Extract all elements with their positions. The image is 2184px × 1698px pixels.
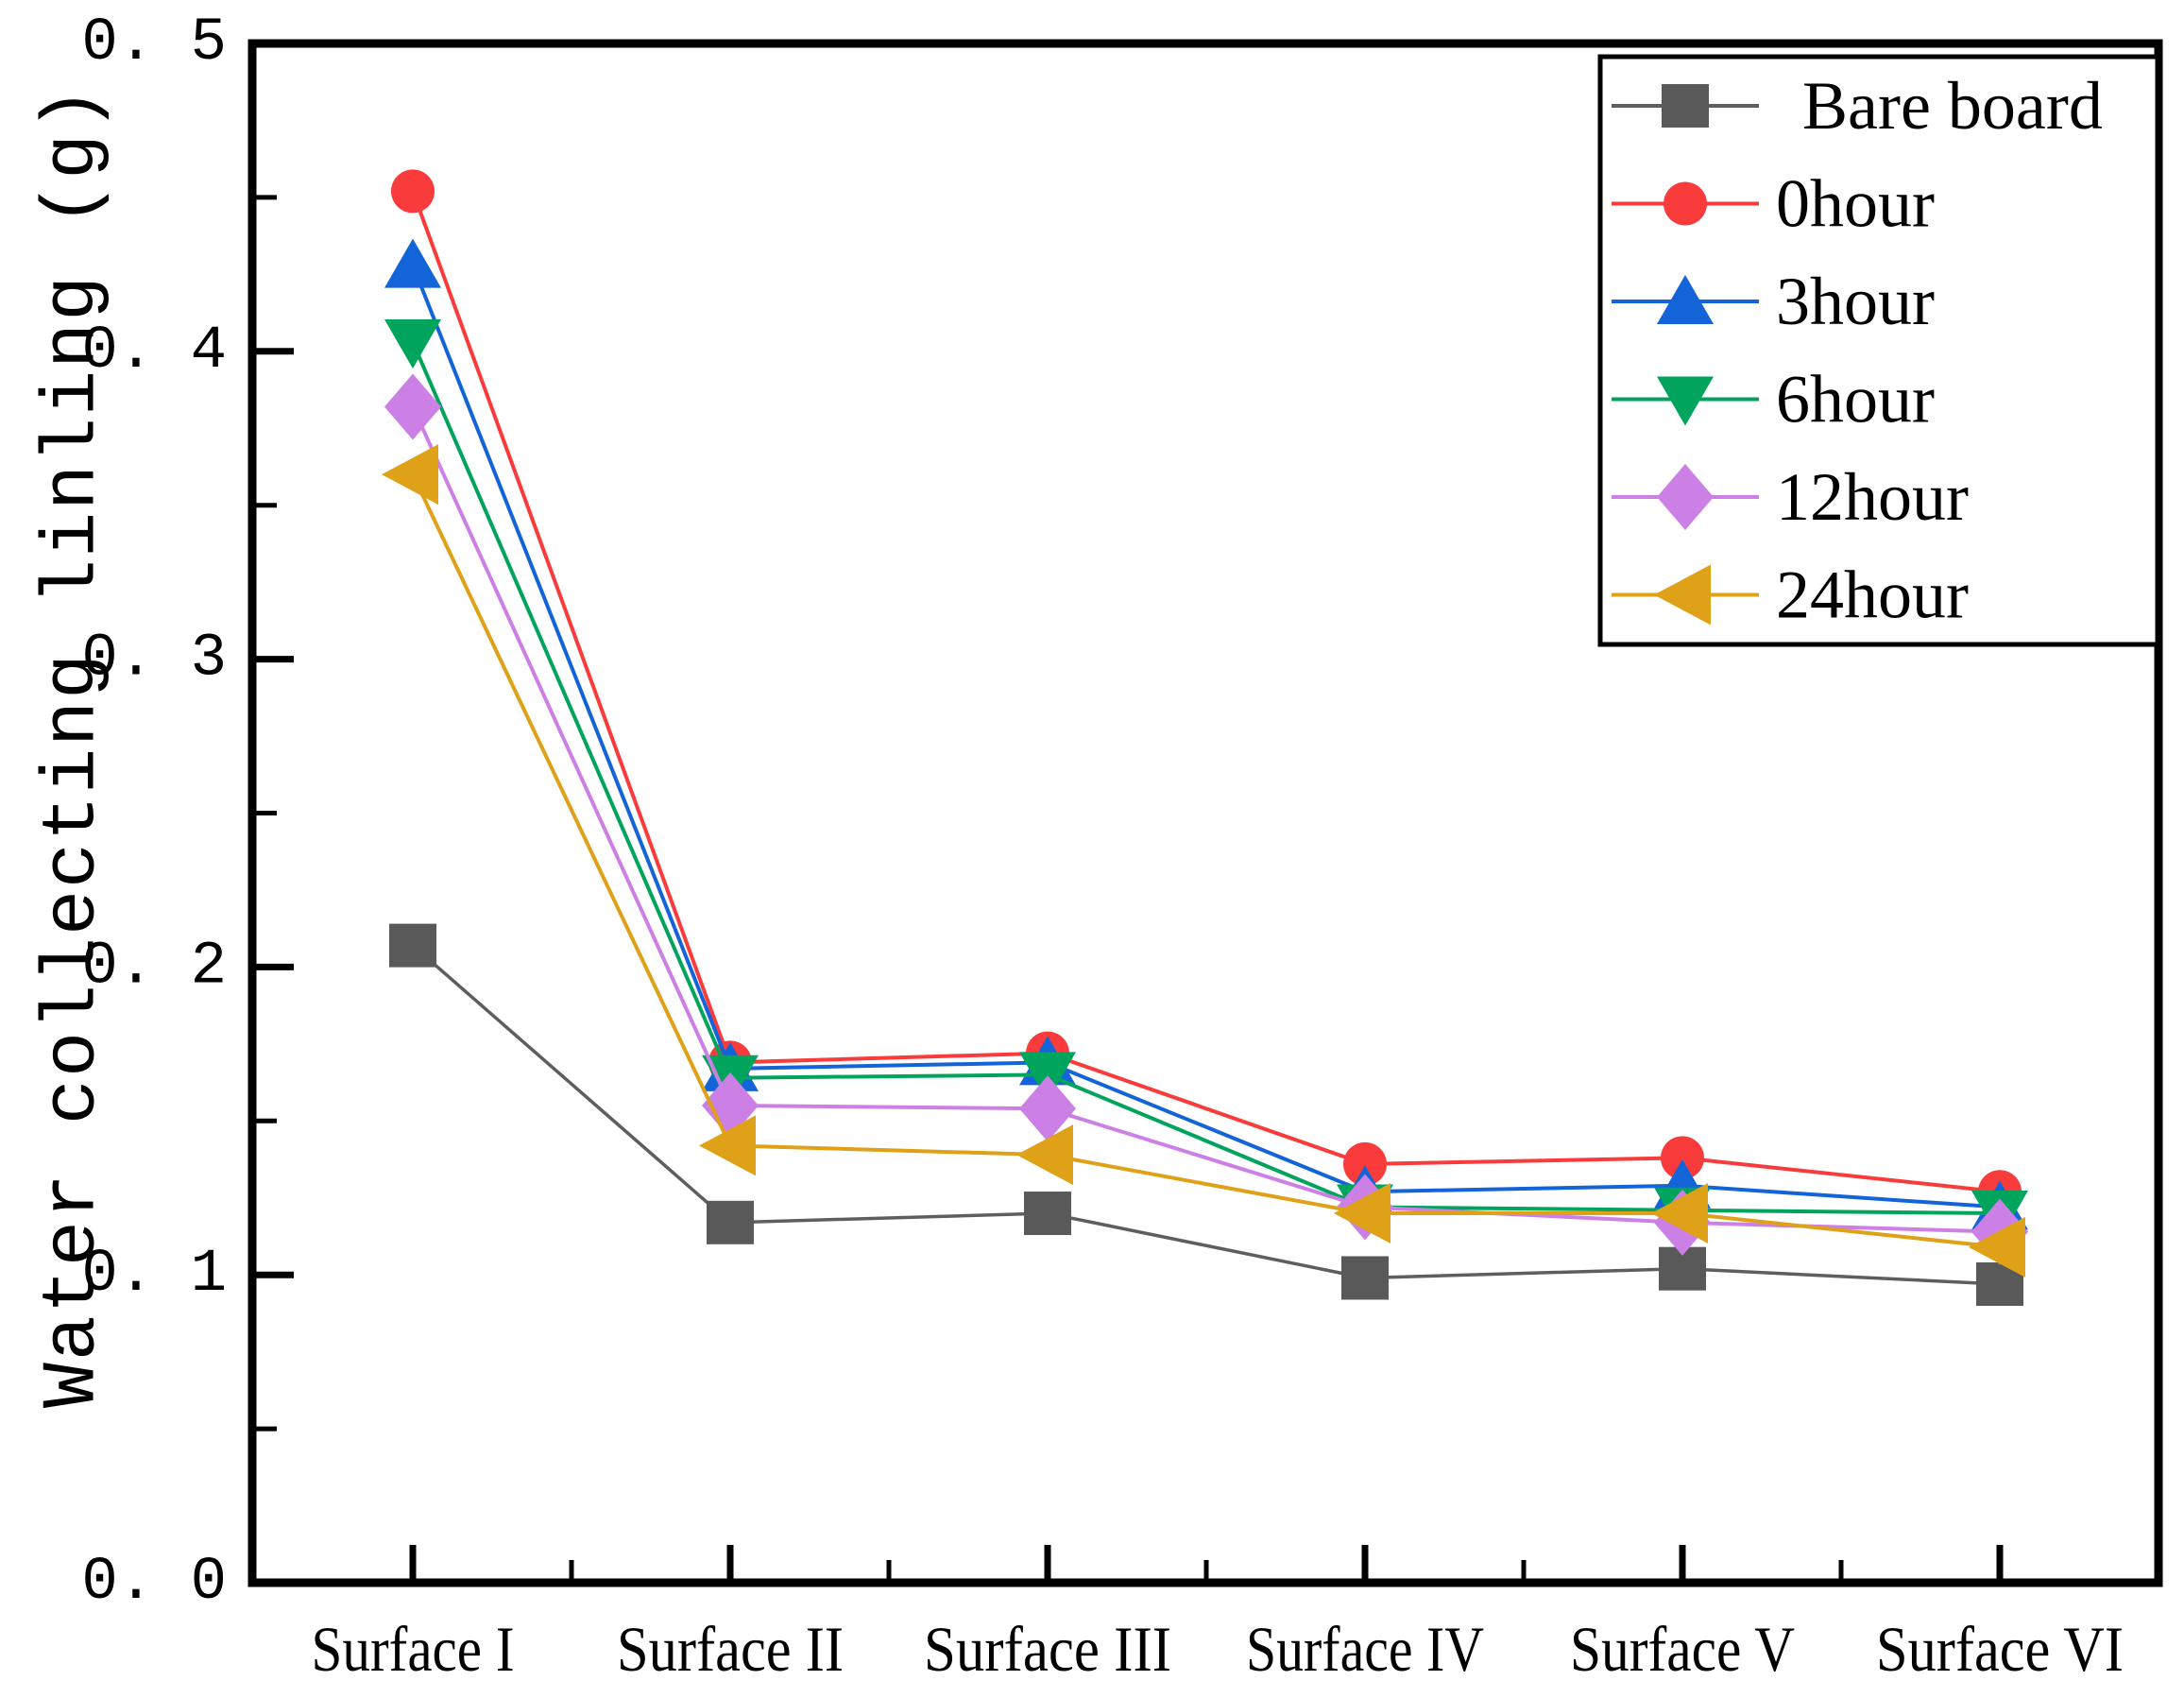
- plot-frame: [247, 39, 2163, 1587]
- marker-24hour-surface-v: [1651, 1183, 1708, 1244]
- x-axis: Surface I Surface II Surface III Surface IV…: [312, 1545, 2124, 1685]
- marker-12hour-surface-i: [384, 373, 441, 440]
- marker-bare-board-surface-ii: [707, 1200, 754, 1244]
- series-bare-board: [389, 923, 2023, 1306]
- x-tick-label-surface-ii: Surface II: [617, 1613, 844, 1685]
- legend-entry-12hour: 12hour: [1612, 459, 1969, 535]
- series-line-3hour: [411, 264, 2001, 1209]
- marker-bare-board-surface-i: [389, 923, 436, 968]
- marker-24hour-surface-ii: [699, 1115, 756, 1176]
- x-tick-label-surface-i: Surface I: [312, 1613, 515, 1685]
- legend-label-24hour: 24hour: [1776, 557, 1969, 633]
- series-line-6hour: [411, 341, 2001, 1216]
- marker-0hour-surface-i: [391, 169, 435, 214]
- x-tick-label-surface-v: Surface V: [1570, 1613, 1795, 1685]
- y-tick-label-0: 0. 0: [81, 1549, 227, 1617]
- marker-24hour-surface-vi: [1969, 1216, 2025, 1278]
- marker-bare-board-surface-iii: [1024, 1192, 1071, 1236]
- legend-marker-12hour: [1657, 464, 1714, 530]
- legend-label-0hour: 0hour: [1776, 166, 1935, 242]
- legend-marker-6hour: [1657, 376, 1714, 426]
- marker-bare-board-surface-iv: [1341, 1256, 1389, 1300]
- marker-24hour-surface-i: [382, 444, 438, 506]
- legend-label-3hour: 3hour: [1776, 264, 1935, 339]
- legend-entry-6hour: 6hour: [1612, 362, 1935, 437]
- legend-marker-0hour: [1664, 181, 1707, 226]
- legend-label-6hour: 6hour: [1776, 362, 1935, 437]
- legend: Bare board 0hour 3hour 6hour 12hour 24hour: [1597, 54, 2160, 647]
- marker-24hour-surface-iv: [1334, 1183, 1391, 1244]
- x-tick-label-surface-iv: Surface IV: [1246, 1613, 1484, 1685]
- y-tick-label-5: 0. 5: [81, 9, 227, 77]
- marker-12hour-surface-iii: [1019, 1075, 1076, 1142]
- y-axis-title: Water collecting linling (g): [31, 85, 117, 1408]
- y-axis: 0. 0 0. 1 0. 2 0. 3 0. 4 0. 5: [81, 9, 294, 1617]
- legend-marker-bare-board: [1662, 84, 1709, 128]
- marker-0hour-surface-iv: [1343, 1141, 1387, 1186]
- marker-24hour-surface-iii: [1016, 1124, 1073, 1186]
- y-tick-label-3: 0. 3: [81, 626, 227, 694]
- series-line-24hour: [411, 473, 2001, 1249]
- y-tick-label-4: 0. 4: [81, 317, 227, 386]
- legend-marker-3hour: [1657, 275, 1714, 324]
- legend-label-12hour: 12hour: [1776, 459, 1969, 535]
- marker-6hour-surface-i: [384, 319, 441, 369]
- legend-entry-3hour: 3hour: [1612, 264, 1935, 339]
- legend-label-bare-board: Bare board: [1802, 68, 2103, 144]
- series-line-bare-board: [411, 944, 2001, 1286]
- x-tick-label-surface-vi: Surface VI: [1876, 1613, 2124, 1685]
- y-tick-label-2: 0. 2: [81, 933, 227, 1001]
- series-line-0hour: [411, 190, 2001, 1194]
- legend-entry-24hour: 24hour: [1612, 557, 1969, 633]
- legend-entry-bare-board: Bare board: [1612, 68, 2103, 144]
- marker-0hour-surface-v: [1661, 1136, 1704, 1180]
- legend-box: [1597, 54, 2160, 647]
- x-tick-label-surface-iii: Surface III: [924, 1613, 1171, 1685]
- legend-marker-24hour: [1654, 564, 1711, 626]
- series-line-12hour: [411, 405, 2001, 1234]
- series-24hour: [382, 444, 2025, 1278]
- legend-entry-0hour: 0hour: [1612, 166, 1935, 242]
- y-tick-label-1: 0. 1: [81, 1241, 227, 1309]
- marker-3hour-surface-i: [384, 238, 441, 288]
